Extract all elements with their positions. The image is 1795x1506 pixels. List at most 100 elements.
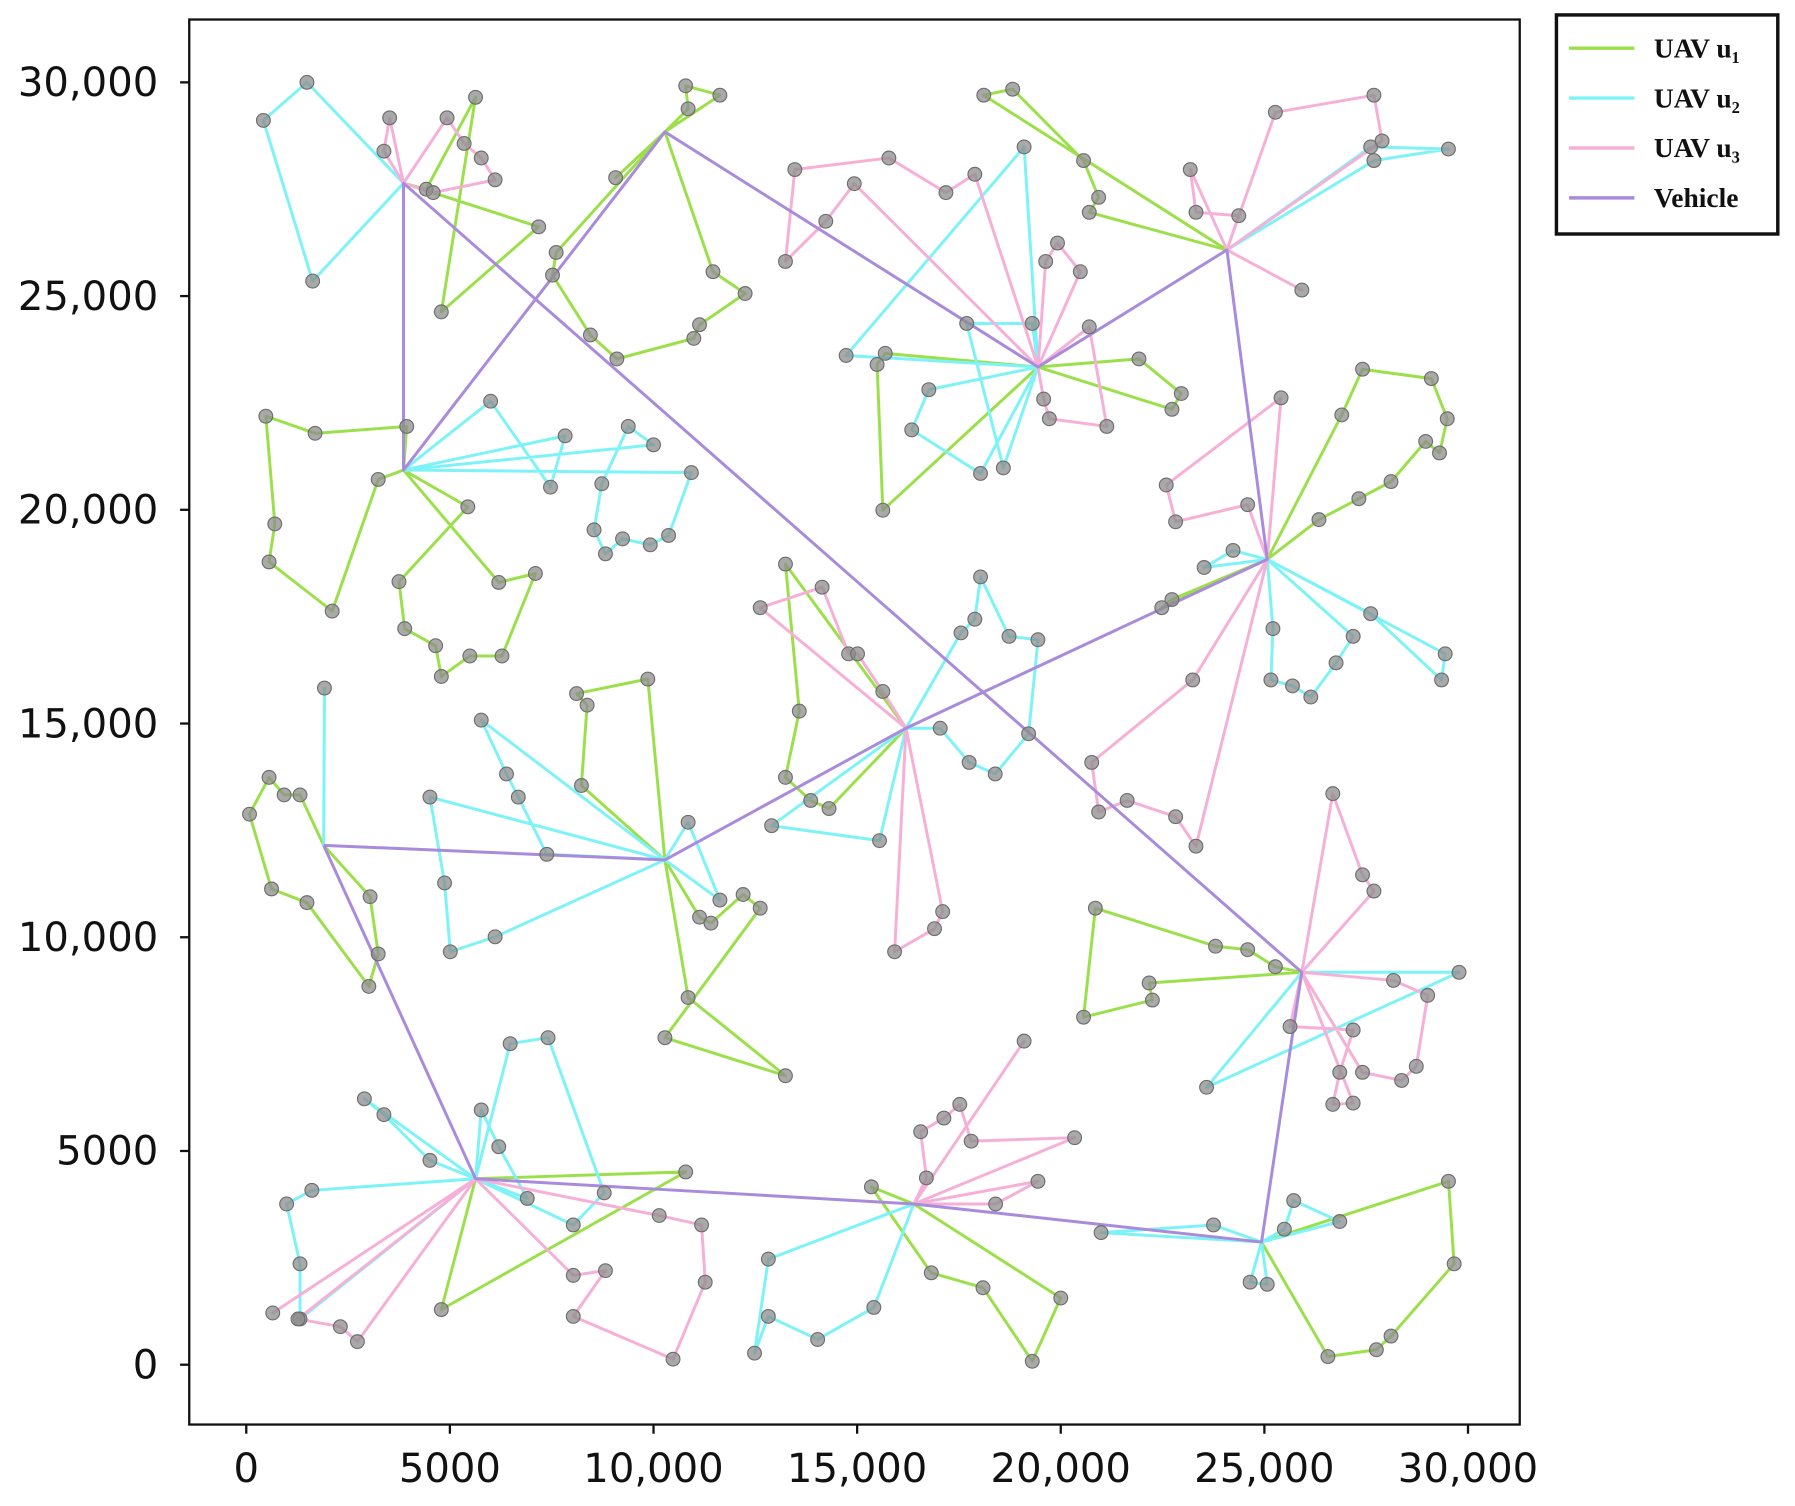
- target-marker: [361, 978, 377, 994]
- target-marker: [494, 648, 510, 664]
- target-marker: [838, 348, 854, 363]
- target-marker: [539, 846, 555, 862]
- x-tick-label: 5000: [399, 1446, 501, 1492]
- target-marker: [376, 1107, 392, 1123]
- target-marker: [1154, 600, 1170, 616]
- target-marker: [961, 754, 977, 770]
- target-marker: [1053, 1290, 1069, 1306]
- target-marker: [913, 1124, 929, 1140]
- target-marker: [1076, 1009, 1092, 1025]
- target-marker: [487, 172, 503, 188]
- target-marker: [483, 393, 499, 409]
- target-marker: [620, 418, 636, 434]
- target-marker: [1286, 1193, 1302, 1209]
- target-marker: [609, 351, 625, 367]
- target-marker: [1072, 264, 1088, 280]
- target-marker: [640, 671, 656, 687]
- target-marker: [290, 1311, 306, 1327]
- target-marker: [299, 74, 315, 90]
- target-marker: [468, 89, 483, 105]
- target-marker: [1024, 315, 1040, 331]
- target-marker: [927, 921, 942, 937]
- target-marker: [565, 1217, 581, 1233]
- target-marker: [1383, 474, 1399, 490]
- target-marker: [1016, 139, 1032, 155]
- target-marker: [1366, 883, 1382, 899]
- target-marker: [712, 87, 728, 103]
- target-marker: [683, 465, 699, 481]
- target-marker: [963, 1133, 979, 1149]
- y-tick-label: 30,000: [18, 60, 158, 106]
- target-marker: [881, 150, 897, 166]
- target-marker: [596, 1185, 612, 1201]
- target-marker: [425, 185, 441, 201]
- target-marker: [1311, 512, 1327, 528]
- target-marker: [299, 895, 315, 911]
- target-marker: [540, 1030, 556, 1046]
- target-marker: [305, 273, 321, 289]
- target-marker: [764, 818, 780, 834]
- y-tick-label: 15,000: [18, 701, 158, 747]
- target-marker: [904, 422, 920, 438]
- target-marker: [803, 793, 819, 808]
- target-marker: [975, 1280, 991, 1296]
- target-marker: [1325, 1096, 1341, 1112]
- target-marker: [1325, 786, 1341, 802]
- target-marker: [988, 1196, 1004, 1212]
- target-marker: [1084, 754, 1100, 770]
- target-marker: [1383, 1328, 1399, 1344]
- target-marker: [433, 304, 449, 320]
- target-marker: [462, 648, 478, 664]
- target-marker: [1038, 253, 1054, 269]
- target-marker: [953, 625, 969, 641]
- target-marker: [370, 946, 386, 962]
- target-marker: [737, 286, 753, 301]
- target-marker: [1199, 1079, 1215, 1095]
- target-marker: [255, 112, 271, 128]
- target-marker: [1267, 959, 1283, 975]
- target-marker: [1303, 689, 1319, 705]
- target-marker: [778, 556, 793, 572]
- target-marker: [1363, 606, 1379, 622]
- target-marker: [376, 143, 392, 159]
- target-marker: [846, 176, 862, 192]
- legend-label: UAV u₂: [1654, 82, 1740, 113]
- target-marker: [1001, 628, 1017, 644]
- x-tick-label: 10,000: [583, 1446, 723, 1492]
- target-marker: [921, 382, 937, 398]
- target-marker: [1231, 208, 1247, 224]
- target-marker: [1366, 87, 1382, 103]
- target-marker: [1265, 621, 1281, 637]
- target-marker: [973, 569, 988, 585]
- target-marker: [565, 1308, 581, 1324]
- target-marker: [887, 944, 903, 960]
- target-marker: [1036, 391, 1052, 407]
- plot-area: [242, 74, 1467, 1369]
- target-marker: [1119, 793, 1135, 808]
- target-marker: [1355, 1064, 1370, 1080]
- target-marker: [433, 1302, 449, 1318]
- target-marker: [735, 887, 751, 902]
- target-marker: [680, 990, 696, 1005]
- target-marker: [1263, 672, 1279, 688]
- target-marker: [778, 769, 793, 785]
- target-marker: [1196, 560, 1212, 575]
- legend-label: Vehicle: [1654, 182, 1739, 213]
- target-marker: [1021, 726, 1037, 742]
- target-marker: [1408, 1058, 1424, 1074]
- target-marker: [712, 892, 728, 908]
- y-tick-label: 20,000: [18, 488, 158, 534]
- target-marker: [1158, 477, 1174, 493]
- target-marker: [491, 1139, 507, 1155]
- target-marker: [307, 425, 323, 441]
- target-marker: [752, 900, 768, 916]
- target-marker: [703, 915, 719, 931]
- target-marker: [1091, 189, 1107, 205]
- target-marker: [1441, 1173, 1456, 1189]
- target-marker: [1434, 672, 1449, 688]
- target-marker: [1067, 1130, 1083, 1146]
- target-marker: [1259, 1276, 1275, 1292]
- target-marker: [548, 245, 564, 260]
- target-marker: [791, 703, 807, 719]
- target-marker: [422, 1152, 438, 1168]
